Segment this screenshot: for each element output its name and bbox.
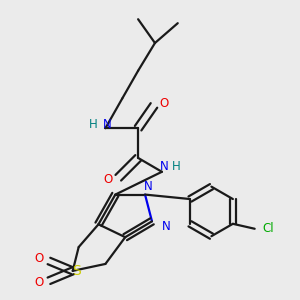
Text: O: O (34, 253, 44, 266)
Text: N: N (160, 160, 168, 173)
Text: H: H (171, 160, 180, 173)
Text: O: O (104, 173, 113, 186)
Text: Cl: Cl (263, 222, 274, 235)
Text: N: N (144, 180, 152, 193)
Text: N: N (161, 220, 170, 233)
Text: O: O (159, 97, 169, 110)
Text: O: O (34, 276, 44, 289)
Text: S: S (72, 264, 81, 278)
Text: N: N (103, 118, 112, 131)
Text: H: H (89, 118, 98, 131)
